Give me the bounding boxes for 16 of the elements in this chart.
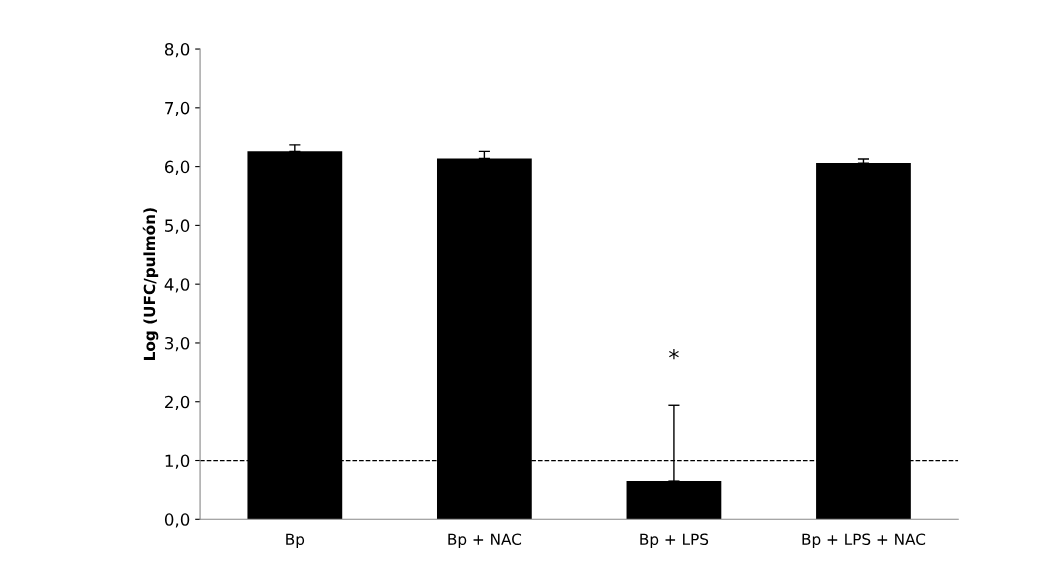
x-tick-label: Bp + LPS xyxy=(640,533,709,548)
y-axis-title: Log (UFC/pulmón) xyxy=(142,208,159,360)
annotation: * xyxy=(669,349,679,360)
y-tick-label: 4,0 xyxy=(164,278,190,293)
y-tick-label: 0,0 xyxy=(164,513,190,528)
y-tick-label: 2,0 xyxy=(165,395,190,411)
x-tick-label: Bp xyxy=(286,533,305,548)
y-tick-label: 8,0 xyxy=(164,43,190,58)
y-tick-label: 6,0 xyxy=(165,160,190,175)
y-tick-label: 1,0 xyxy=(165,454,190,469)
y-tick-label: 5,0 xyxy=(165,219,190,234)
x-tick-label: Bp + LPS + NAC xyxy=(802,533,926,548)
y-tick-label: 3,0 xyxy=(165,336,190,352)
bar xyxy=(626,481,722,520)
x-tick-label: Bp + NAC xyxy=(448,533,522,548)
y-tick-label: 7,0 xyxy=(165,101,190,117)
